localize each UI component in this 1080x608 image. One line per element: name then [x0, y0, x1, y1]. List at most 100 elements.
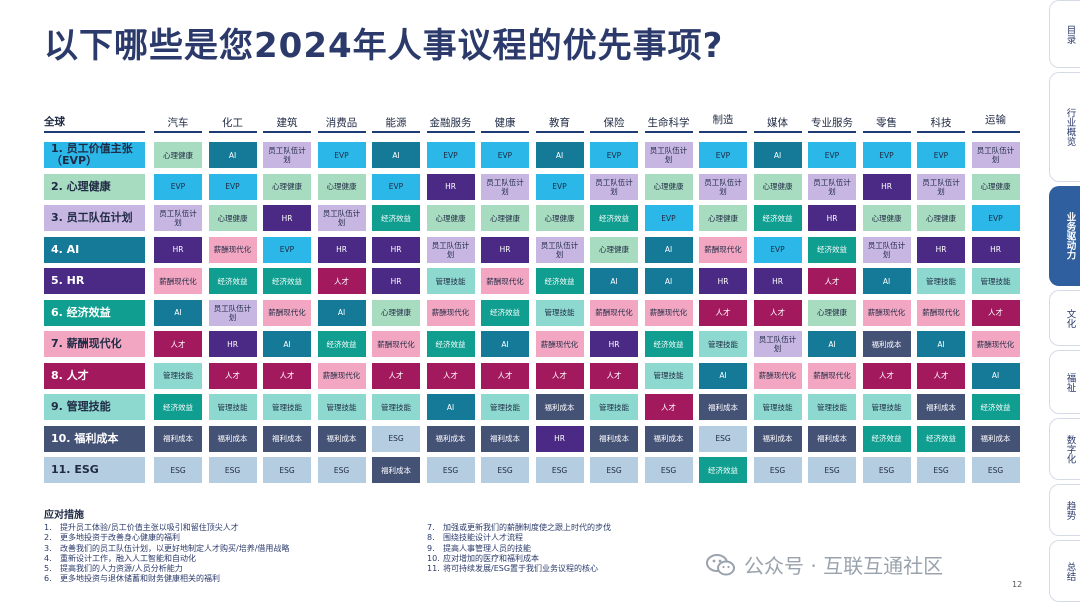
matrix-cell: ESG	[917, 457, 965, 483]
matrix-cell: ESG	[644, 457, 693, 483]
matrix-cell: 人才	[917, 362, 965, 389]
matrix-cell: 福利成本	[808, 425, 856, 452]
section-tab[interactable]: 数字化	[1049, 418, 1080, 480]
header-divider	[535, 131, 584, 133]
matrix-cell: AI	[917, 331, 965, 357]
matrix-cell: HR	[917, 236, 965, 263]
header-divider	[481, 131, 529, 133]
matrix-cell: 经济效益	[699, 457, 747, 483]
matrix-cell: ESG	[317, 457, 366, 483]
measure-text: 重新设计工作，融入人工智能和自动化	[60, 553, 196, 563]
matrix-cell: 经济效益	[535, 268, 584, 294]
measure-number: 8.	[427, 533, 435, 543]
matrix-cell: 管理技能	[481, 394, 529, 420]
matrix-cell: ESG	[971, 457, 1020, 483]
matrix-cell: 管理技能	[644, 362, 693, 389]
measure-number: 4.	[44, 553, 52, 563]
matrix-cell: AI	[971, 362, 1020, 389]
header-divider	[208, 131, 257, 133]
matrix-cell: 经济效益	[644, 331, 693, 357]
matrix-cell: 心理健康	[808, 299, 856, 326]
matrix-cell: HR	[590, 331, 638, 357]
wechat-icon	[706, 553, 735, 575]
matrix-cell: 人才	[644, 394, 693, 420]
measure-item: 5. 提高我们的人力资源/人员分析能力	[44, 564, 289, 574]
row-label: 6. 经济效益	[44, 299, 145, 326]
column-header: 建筑	[276, 117, 298, 129]
matrix-cell: AI	[644, 236, 693, 263]
matrix-cell: 经济效益	[317, 331, 366, 357]
matrix-cell: 心理健康	[753, 173, 802, 200]
matrix-cell: 经济效益	[753, 205, 802, 231]
matrix-cell: 员工队伍计划	[154, 205, 202, 231]
section-tab[interactable]: 福祉	[1049, 350, 1080, 414]
section-tab[interactable]: 总结	[1049, 540, 1080, 602]
section-tab[interactable]: 业务驱动力	[1049, 186, 1080, 286]
row-label: 4. AI	[44, 236, 145, 263]
matrix-cell: HR	[208, 331, 257, 357]
matrix-cell: 福利成本	[317, 425, 366, 452]
matrix-cell: 心理健康	[917, 205, 965, 231]
matrix-cell: 薪酬现代化	[917, 299, 965, 326]
measure-text: 应对增加的医疗和福利成本	[443, 553, 539, 563]
matrix-cell: 员工队伍计划	[426, 236, 475, 263]
measures-title: 应对措施	[44, 510, 84, 521]
column-header: 制造	[712, 114, 734, 126]
measure-number: 10.	[427, 553, 440, 563]
watermark: 公众号 · 互联互通社区	[706, 550, 943, 579]
measure-item: 6. 更多地投资与退休储蓄和财务健康相关的福利	[44, 574, 289, 584]
matrix-cell: 管理技能	[426, 268, 475, 294]
row-label: 7. 薪酬现代化	[44, 331, 145, 357]
matrix-cell: EVP	[154, 173, 202, 200]
matrix-cell: 人才	[263, 362, 311, 389]
matrix-cell: 福利成本	[372, 457, 420, 483]
matrix-cell: HR	[753, 268, 802, 294]
measure-text: 加强或更新我们的薪酬制度使之跟上时代的步伐	[443, 523, 611, 532]
section-tab[interactable]: 文化	[1049, 290, 1080, 346]
row-label: 9. 管理技能	[44, 394, 145, 420]
column-header: 科技	[930, 117, 952, 129]
measure-item: 4. 重新设计工作，融入人工智能和自动化	[44, 554, 289, 564]
matrix-cell: HR	[263, 205, 311, 231]
matrix-cell: 管理技能	[317, 394, 366, 420]
matrix-cell: 心理健康	[481, 205, 529, 231]
matrix-cell: 管理技能	[372, 394, 420, 420]
matrix-cell: AI	[263, 331, 311, 357]
matrix-cell: 薪酬现代化	[644, 299, 693, 326]
measure-number: 11.	[427, 564, 440, 574]
section-tab-label: 目录	[1064, 24, 1076, 44]
measure-number: 5.	[44, 564, 52, 574]
matrix-cell: 员工队伍计划	[263, 142, 311, 168]
matrix-cell: EVP	[263, 236, 311, 263]
measure-text: 将可持续发展/ESG置于我们业务议程的核心	[443, 564, 599, 574]
matrix-cell: 员工队伍计划	[862, 236, 911, 263]
matrix-cell: 福利成本	[971, 425, 1020, 452]
matrix-cell: 心理健康	[971, 173, 1020, 200]
header-divider	[971, 131, 1020, 133]
measure-item: 3. 改善我们的员工队伍计划，以更好地制定人才购买/培养/借用战略	[44, 544, 289, 554]
matrix-cell: 经济效益	[208, 268, 257, 294]
section-tab[interactable]: 趋势	[1049, 484, 1080, 536]
column-header: 化工	[222, 117, 243, 129]
section-tab[interactable]: 行业概览	[1049, 72, 1080, 182]
matrix-cell: 人才	[808, 268, 856, 294]
section-tab[interactable]: 目录	[1049, 0, 1080, 68]
matrix-cell: 福利成本	[263, 425, 311, 452]
matrix-cell: 福利成本	[590, 425, 638, 452]
matrix-cell: 员工队伍计划	[481, 173, 529, 200]
matrix-cell: 福利成本	[535, 394, 584, 420]
column-header: 汽车	[167, 117, 189, 129]
matrix-cell: 薪酬现代化	[699, 236, 747, 263]
measures-list-left: 1. 提升员工体验/员工价值主张以吸引和留住顶尖人才 2. 更多地投资于改善身心健康的…	[44, 523, 289, 585]
matrix-cell: ESG	[372, 425, 420, 452]
measure-number: 7.	[427, 523, 435, 532]
measure-item: 11. 将可持续发展/ESG置于我们业务议程的核心	[427, 564, 611, 574]
matrix-cell: 管理技能	[753, 394, 802, 420]
matrix-cell: HR	[154, 236, 202, 263]
header-divider	[753, 131, 802, 133]
matrix-cell: 福利成本	[862, 331, 911, 357]
matrix-cell: 经济效益	[808, 236, 856, 263]
matrix-cell: HR	[372, 268, 420, 294]
section-tab-label: 文化	[1064, 308, 1076, 328]
matrix-cell: 经济效益	[917, 425, 965, 452]
